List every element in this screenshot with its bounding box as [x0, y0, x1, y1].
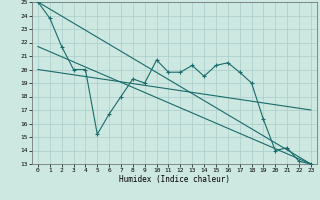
X-axis label: Humidex (Indice chaleur): Humidex (Indice chaleur) [119, 175, 230, 184]
